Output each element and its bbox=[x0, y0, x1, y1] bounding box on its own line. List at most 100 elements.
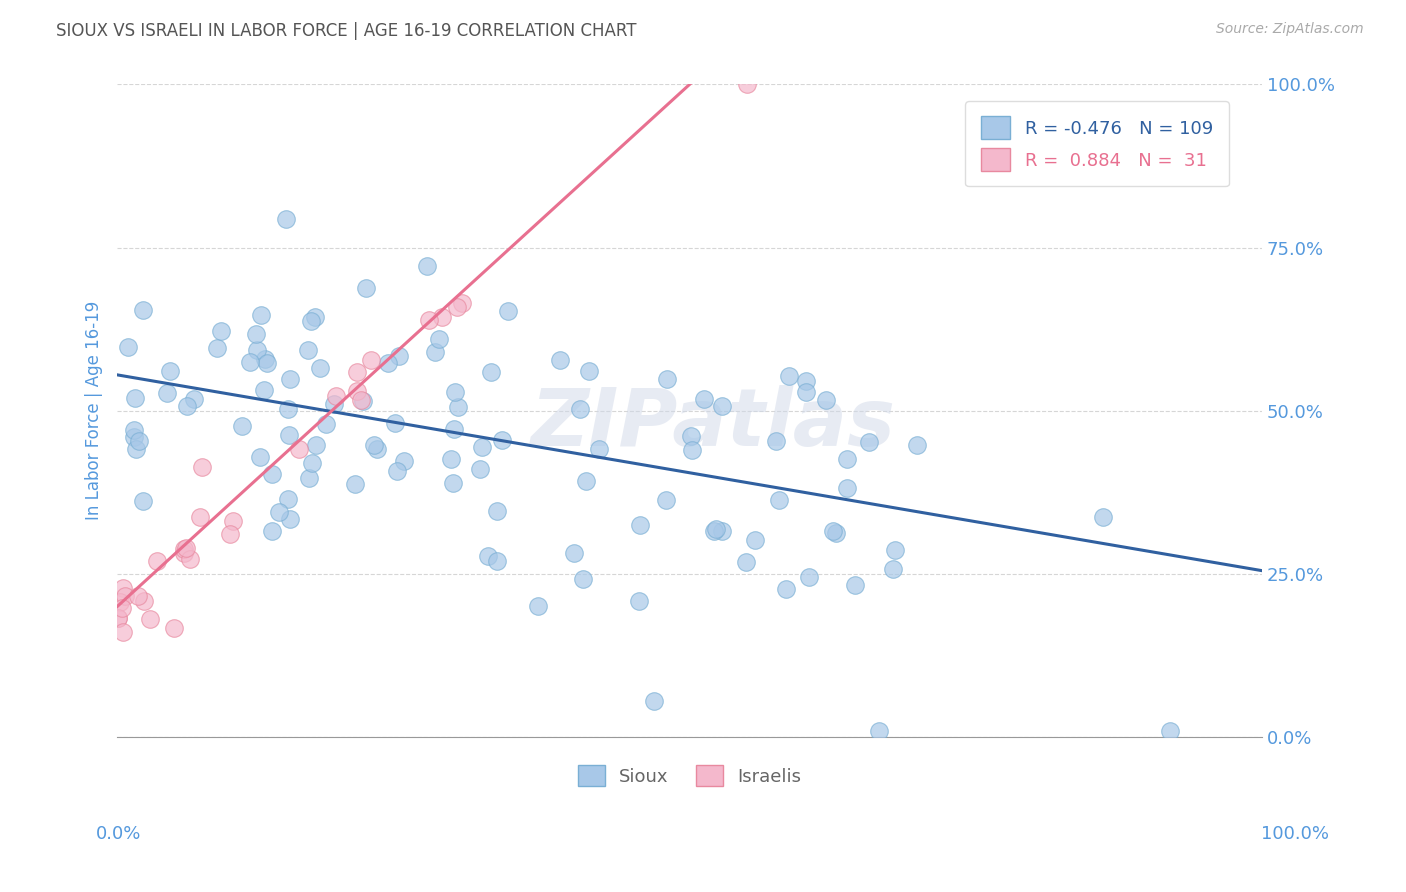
Point bbox=[267, 505, 290, 519]
Point bbox=[128, 434, 150, 448]
Point bbox=[323, 397, 346, 411]
Point bbox=[173, 541, 195, 556]
Y-axis label: In Labor Force | Age 16-19: In Labor Force | Age 16-19 bbox=[86, 301, 103, 520]
Point bbox=[207, 341, 229, 355]
Point bbox=[385, 464, 408, 478]
Point bbox=[278, 428, 301, 442]
Point bbox=[548, 352, 571, 367]
Point bbox=[384, 417, 406, 431]
Point bbox=[250, 308, 273, 322]
Text: SIOUX VS ISRAELI IN LABOR FORCE | AGE 16-19 CORRELATION CHART: SIOUX VS ISRAELI IN LABOR FORCE | AGE 16… bbox=[56, 22, 637, 40]
Point bbox=[444, 385, 467, 400]
Point bbox=[655, 493, 678, 508]
Point bbox=[775, 582, 797, 597]
Point bbox=[304, 310, 326, 324]
Point bbox=[108, 595, 131, 609]
Point bbox=[305, 438, 328, 452]
Point bbox=[277, 402, 299, 417]
Point bbox=[824, 526, 846, 541]
Point bbox=[628, 594, 651, 608]
Point bbox=[427, 332, 450, 346]
Point bbox=[360, 353, 382, 368]
Point bbox=[735, 78, 758, 92]
Point bbox=[346, 365, 368, 379]
Point bbox=[441, 476, 464, 491]
Point bbox=[132, 302, 155, 317]
Point bbox=[179, 551, 201, 566]
Point bbox=[430, 310, 453, 325]
Point bbox=[299, 314, 322, 328]
Point bbox=[869, 723, 891, 738]
Point bbox=[350, 393, 373, 408]
Point bbox=[823, 524, 845, 538]
Point bbox=[415, 260, 437, 274]
Point bbox=[443, 422, 465, 436]
Point bbox=[477, 549, 499, 563]
Point bbox=[418, 312, 440, 326]
Point bbox=[744, 533, 766, 548]
Point bbox=[315, 417, 337, 432]
Point bbox=[471, 440, 494, 454]
Point bbox=[191, 460, 214, 475]
Point bbox=[176, 399, 198, 413]
Point bbox=[446, 300, 468, 314]
Point bbox=[491, 434, 513, 448]
Point bbox=[588, 442, 610, 457]
Point bbox=[114, 589, 136, 603]
Point bbox=[107, 611, 129, 625]
Point bbox=[835, 481, 858, 495]
Point bbox=[277, 491, 299, 506]
Point bbox=[643, 694, 665, 708]
Point bbox=[173, 546, 195, 560]
Point bbox=[219, 527, 242, 541]
Point bbox=[883, 542, 905, 557]
Point bbox=[125, 442, 148, 456]
Point bbox=[124, 391, 146, 405]
Point bbox=[655, 372, 678, 386]
Point bbox=[377, 356, 399, 370]
Point bbox=[159, 364, 181, 378]
Point bbox=[765, 434, 787, 449]
Point bbox=[496, 303, 519, 318]
Point bbox=[288, 442, 311, 456]
Point bbox=[346, 384, 368, 398]
Point bbox=[388, 350, 411, 364]
Point bbox=[679, 429, 702, 443]
Text: 100.0%: 100.0% bbox=[1261, 825, 1329, 843]
Point bbox=[274, 211, 297, 226]
Point bbox=[704, 523, 727, 537]
Point bbox=[837, 452, 859, 467]
Point bbox=[146, 554, 169, 568]
Text: ZIPatlas: ZIPatlas bbox=[530, 384, 896, 463]
Point bbox=[844, 578, 866, 592]
Point bbox=[298, 471, 321, 485]
Point bbox=[794, 374, 817, 388]
Point bbox=[107, 611, 129, 625]
Point bbox=[575, 475, 598, 489]
Text: 0.0%: 0.0% bbox=[96, 825, 141, 843]
Point bbox=[527, 599, 550, 613]
Point bbox=[209, 324, 232, 338]
Point bbox=[111, 601, 134, 615]
Point bbox=[486, 504, 509, 518]
Point bbox=[568, 401, 591, 416]
Point bbox=[366, 442, 388, 456]
Point bbox=[260, 524, 283, 538]
Point bbox=[222, 514, 245, 528]
Point bbox=[246, 343, 269, 358]
Point bbox=[710, 399, 733, 413]
Point bbox=[858, 435, 880, 450]
Point bbox=[451, 296, 474, 310]
Point bbox=[735, 556, 758, 570]
Point bbox=[253, 351, 276, 366]
Point bbox=[578, 364, 600, 378]
Point bbox=[163, 621, 186, 635]
Point bbox=[278, 512, 301, 526]
Point bbox=[174, 541, 197, 556]
Point bbox=[882, 562, 904, 576]
Point bbox=[447, 400, 470, 414]
Point bbox=[562, 546, 585, 560]
Point bbox=[1159, 723, 1181, 738]
Point bbox=[768, 493, 790, 508]
Point bbox=[354, 281, 377, 295]
